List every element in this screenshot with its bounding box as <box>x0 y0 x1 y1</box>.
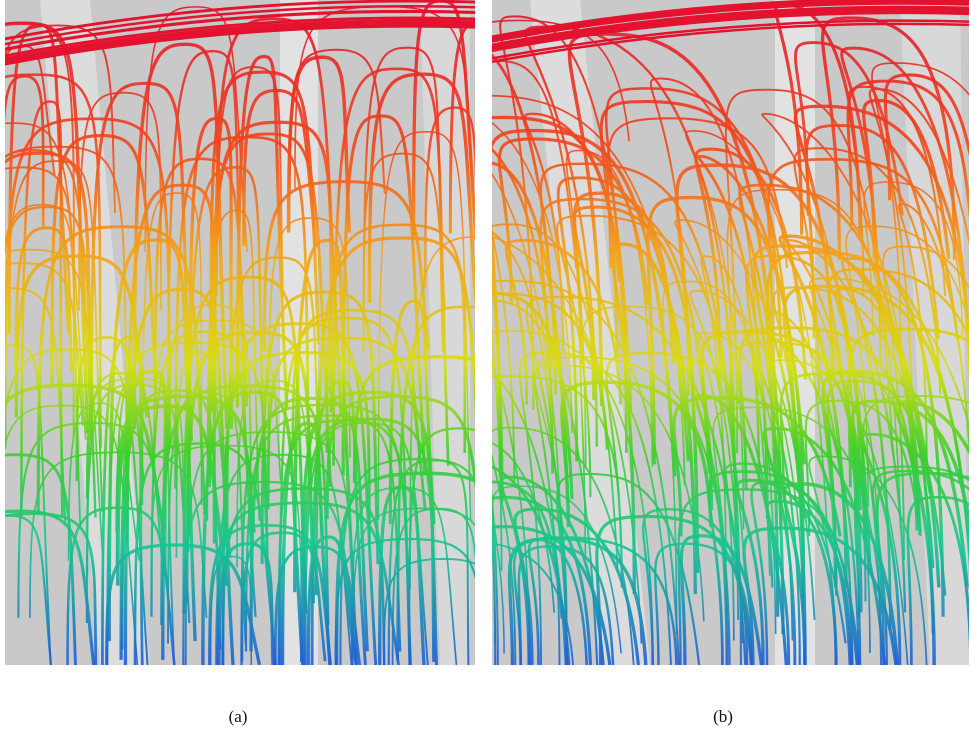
page: (a) (b) (() => { const data = JSON.parse… <box>0 0 971 737</box>
caption: (a) <box>229 707 248 726</box>
caption: (b) <box>713 707 733 726</box>
panel-image <box>0 0 543 665</box>
figure: (a) (b) <box>0 0 971 737</box>
panel-image <box>392 0 971 665</box>
